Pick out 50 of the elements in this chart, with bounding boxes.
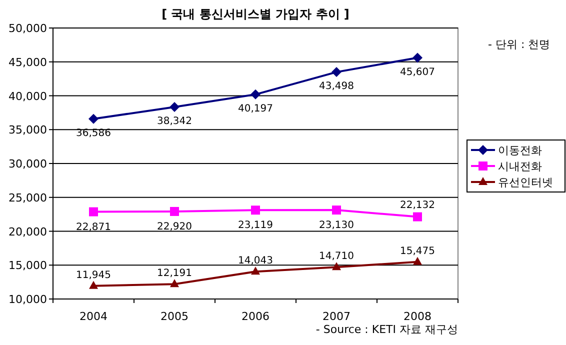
y-tick-label: 50,000 xyxy=(8,22,47,35)
y-tick-label: 30,000 xyxy=(8,158,47,170)
data-label: 14,043 xyxy=(238,256,273,267)
data-label: 45,607 xyxy=(400,66,435,78)
data-label: 12,191 xyxy=(157,268,192,280)
point xyxy=(332,67,342,78)
y-tick-label: 15,000 xyxy=(8,259,47,272)
point xyxy=(170,206,179,216)
x-tick-label: 2008 xyxy=(404,310,432,323)
data-label: 15,475 xyxy=(400,246,435,257)
data-label: 14,710 xyxy=(319,251,354,262)
point xyxy=(250,89,260,100)
y-tick-label: 45,000 xyxy=(8,56,47,69)
point xyxy=(88,114,98,124)
point xyxy=(332,206,341,215)
data-label: 11,945 xyxy=(76,270,111,281)
y-tick-label: 20,000 xyxy=(8,225,47,238)
point xyxy=(89,207,98,216)
legend-label: 유선인터넷 xyxy=(498,176,553,189)
legend-label: 이동전화 xyxy=(498,144,542,157)
x-tick-label: 2006 xyxy=(242,310,270,323)
point xyxy=(332,262,341,270)
data-label: 36,586 xyxy=(76,128,111,139)
text: - 단위 : 천명 xyxy=(488,38,550,51)
text: - Source : KETI 자료 재구성 xyxy=(316,323,458,336)
data-label: 22,920 xyxy=(157,221,192,232)
chart-title: [ 국내 통신서비스별 가입자 추이 ] xyxy=(162,7,350,21)
legend-label: 시내전화 xyxy=(498,160,542,173)
point xyxy=(251,206,260,215)
data-label: 22,132 xyxy=(400,200,435,211)
point xyxy=(251,266,260,275)
data-label: 40,197 xyxy=(238,103,273,114)
point xyxy=(170,279,179,288)
point xyxy=(89,280,98,289)
y-tick-label: 10,000 xyxy=(8,293,47,306)
data-label: 43,498 xyxy=(319,81,354,92)
point xyxy=(170,102,180,112)
x-tick-label: 2007 xyxy=(322,310,350,323)
y-tick-label: 35,000 xyxy=(8,124,47,137)
x-tick-label: 2005 xyxy=(160,310,188,323)
point xyxy=(413,212,422,222)
y-tick-label: 40,000 xyxy=(8,90,47,103)
data-label: 22,871 xyxy=(76,222,111,233)
data-label: 38,342 xyxy=(157,116,192,127)
point xyxy=(412,52,422,63)
y-tick-label: 25,000 xyxy=(8,191,47,204)
data-label: 23,119 xyxy=(238,220,273,232)
data-label: 23,130 xyxy=(319,220,354,232)
point xyxy=(413,256,422,265)
x-tick-label: 2004 xyxy=(80,310,108,323)
